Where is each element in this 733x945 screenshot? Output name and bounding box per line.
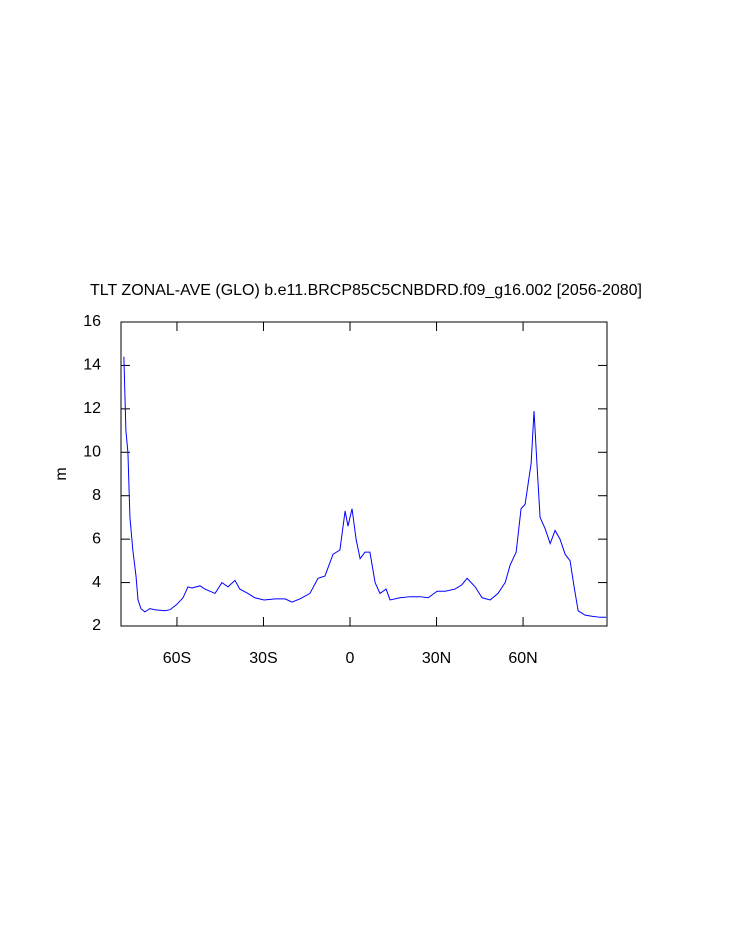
y-tick-label: 12	[83, 400, 101, 417]
y-tick-label: 2	[92, 617, 101, 634]
y-tick-label: 10	[83, 444, 101, 461]
y-tick-label: 8	[92, 487, 101, 504]
data-line	[123, 356, 607, 618]
x-tick-label: 60N	[508, 650, 537, 667]
y-tick-label: 4	[92, 574, 101, 591]
x-tick-label: 0	[346, 650, 355, 667]
x-tick-label: 60S	[163, 650, 191, 667]
chart-title: TLT ZONAL-AVE (GLO) b.e11.BRCP85C5CNBDRD…	[90, 282, 642, 299]
y-axis-label: m	[53, 467, 70, 480]
y-tick-label: 14	[83, 357, 101, 374]
y-tick-label: 6	[92, 530, 101, 547]
x-tick-label: 30S	[249, 650, 277, 667]
y-tick-label: 16	[83, 313, 101, 330]
plot-frame	[120, 321, 608, 627]
x-tick-label: 30N	[422, 650, 451, 667]
